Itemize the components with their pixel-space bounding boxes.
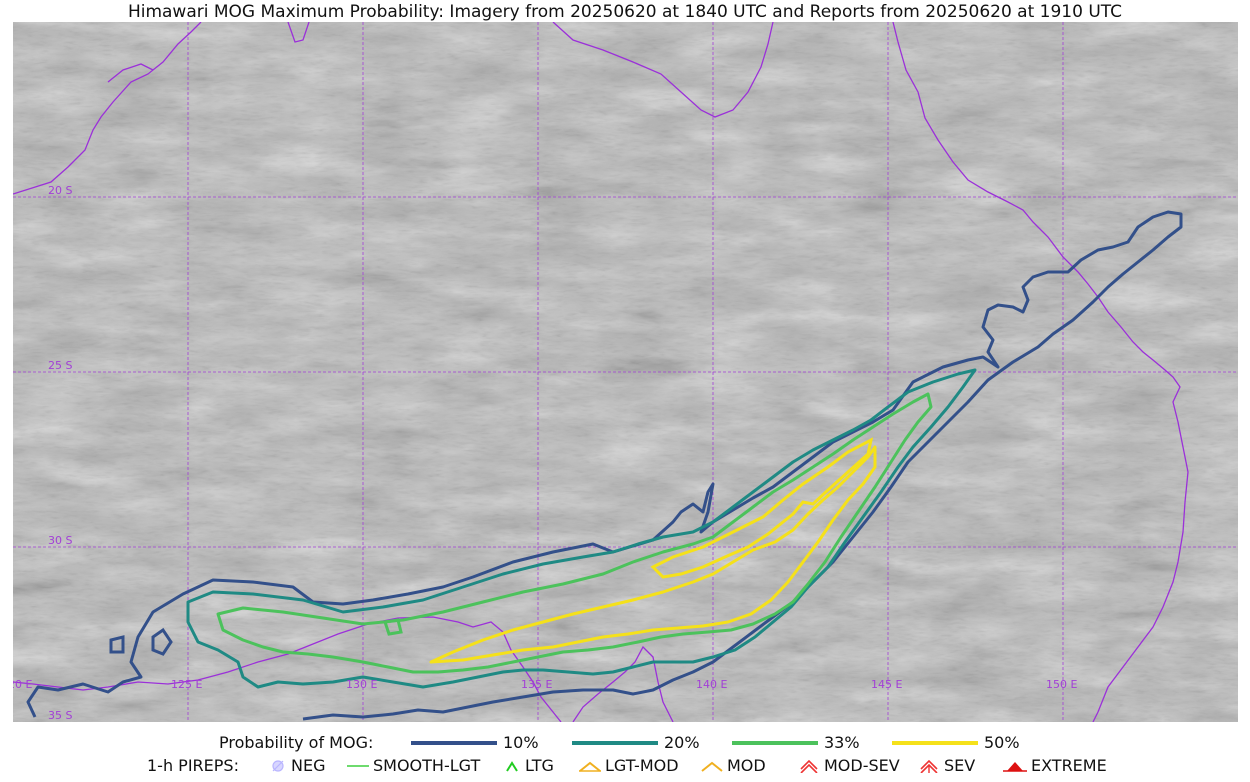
legend-item-mod: MOD [700, 756, 766, 775]
lon-label-135: 135 E [521, 678, 552, 691]
gridline-labels: 120 E 125 E 130 E 135 E 140 E 145 E 150 … [13, 184, 1077, 722]
probability-legend-label: Probability of MOG: [219, 733, 374, 752]
legend-item-mod-sev: MOD-SEV [797, 756, 900, 775]
swatch-10 [411, 740, 497, 745]
lon-label-120: 120 E [13, 678, 32, 691]
satellite-map: 120 E 125 E 130 E 135 E 140 E 145 E 150 … [13, 22, 1238, 722]
lat-label-20: 20 S [48, 184, 72, 197]
gridlines [13, 22, 1238, 722]
legend-item-lgt-mod: LGT-MOD [578, 756, 679, 775]
lon-label-140: 140 E [696, 678, 727, 691]
legend-item-33: 33% [732, 733, 860, 752]
coastline [13, 22, 1189, 722]
contour-50 [429, 445, 877, 664]
probability-legend: Probability of MOG: 10% 20% 33% 50% [0, 733, 1250, 755]
pireps-legend-label: 1-h PIREPS: [147, 756, 239, 775]
legend-item-50: 50% [892, 733, 1020, 752]
lat-label-25: 25 S [48, 359, 72, 372]
lon-label-130: 130 E [346, 678, 377, 691]
pireps-legend: 1-h PIREPS: NEG SMOOTH-LGT LTG LGT-MOD M… [0, 756, 1250, 778]
smooth-lgt-icon [347, 764, 369, 767]
legend-item-extreme: EXTREME [1002, 756, 1107, 775]
legend-item-neg: NEG [268, 756, 325, 775]
contour-10 [26, 210, 1183, 721]
mod-icon [701, 761, 723, 772]
lon-label-125: 125 E [171, 678, 202, 691]
swatch-33 [732, 740, 818, 745]
lgt-mod-icon [579, 761, 601, 772]
mod-sev-icon [800, 759, 818, 773]
legend-item-smooth-lgt: SMOOTH-LGT [346, 756, 480, 775]
contour-33 [216, 392, 933, 674]
legend-item-10: 10% [411, 733, 539, 752]
legend-item-ltg: LTG [502, 756, 554, 775]
ltg-icon [506, 760, 518, 772]
swatch-50 [892, 740, 978, 745]
legend-item-20: 20% [572, 733, 700, 752]
lon-label-145: 145 E [871, 678, 902, 691]
lat-label-30: 30 S [48, 534, 72, 547]
legend-item-sev: SEV [917, 756, 975, 775]
lon-label-150: 150 E [1046, 678, 1077, 691]
sev-icon [920, 759, 938, 773]
neg-icon [272, 759, 284, 772]
map-title: Himawari MOG Maximum Probability: Imager… [127, 2, 1123, 22]
lat-label-35: 35 S [48, 709, 72, 722]
contour-20 [186, 368, 977, 689]
extreme-icon [1003, 761, 1027, 772]
swatch-20 [572, 740, 658, 745]
